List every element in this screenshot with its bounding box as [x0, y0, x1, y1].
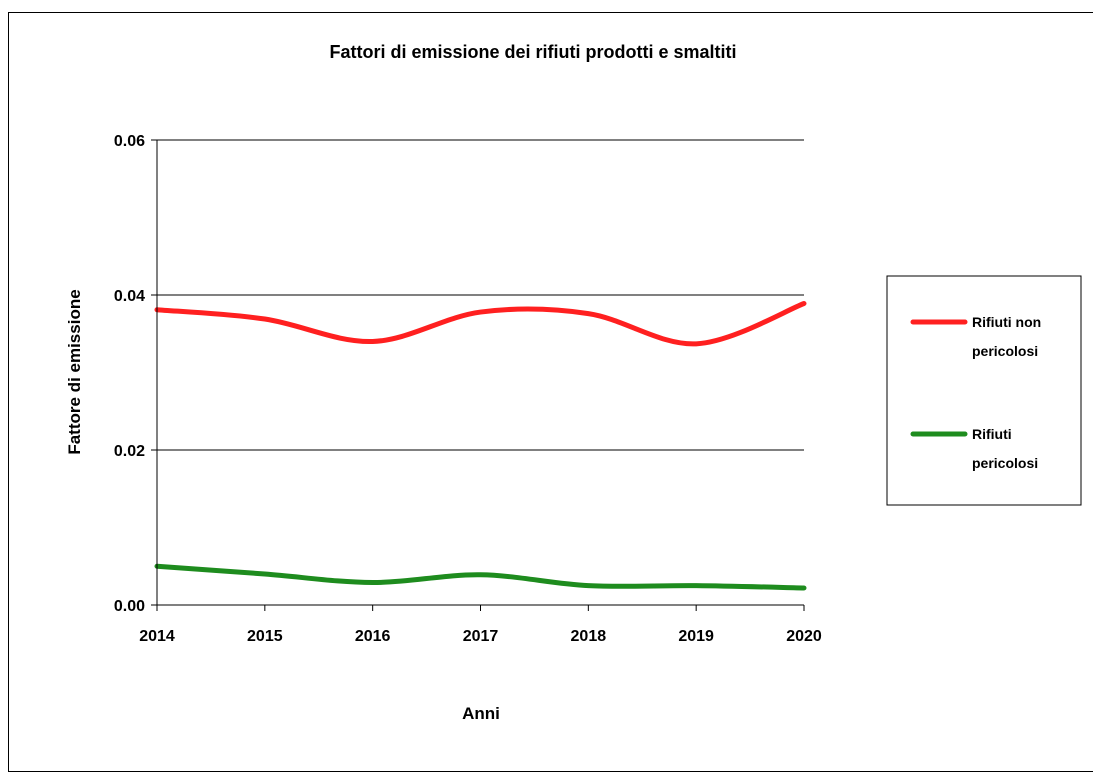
legend-box	[886, 275, 1082, 506]
chart: Fattori di emissione dei rifiuti prodott…	[65, 42, 1082, 723]
x-tick-label: 2015	[247, 628, 283, 645]
series-line-rifiuti-non-pericolosi	[154, 301, 807, 347]
legend-label-pericolosi-line2: pericolosi	[972, 455, 1038, 471]
legend-label-non-pericolosi-line1: Rifiuti non	[972, 314, 1041, 330]
y-tick-label: 0.04	[114, 288, 145, 305]
x-tick-label: 2020	[786, 628, 822, 645]
legend-label-non-pericolosi-line2: pericolosi	[972, 343, 1038, 359]
x-axis-label: Anni	[462, 704, 500, 723]
y-axis-label: Fattore di emissione	[65, 289, 84, 454]
y-tick-label: 0.00	[114, 598, 145, 615]
series-line-rifiuti-pericolosi	[154, 563, 807, 591]
y-tick-label: 0.02	[114, 443, 145, 460]
y-tick-label: 0.06	[114, 133, 145, 150]
chart-title: Fattori di emissione dei rifiuti prodott…	[329, 42, 736, 62]
legend-label-pericolosi-line1: Rifiuti	[972, 426, 1012, 442]
legend: Rifiuti non pericolosi Rifiuti pericolos…	[886, 275, 1082, 506]
x-tick-label: 2019	[678, 628, 714, 645]
x-tick-label: 2018	[571, 628, 607, 645]
x-tick-label: 2017	[463, 628, 499, 645]
x-tick-label: 2014	[139, 628, 175, 645]
x-tick-label: 2016	[355, 628, 391, 645]
